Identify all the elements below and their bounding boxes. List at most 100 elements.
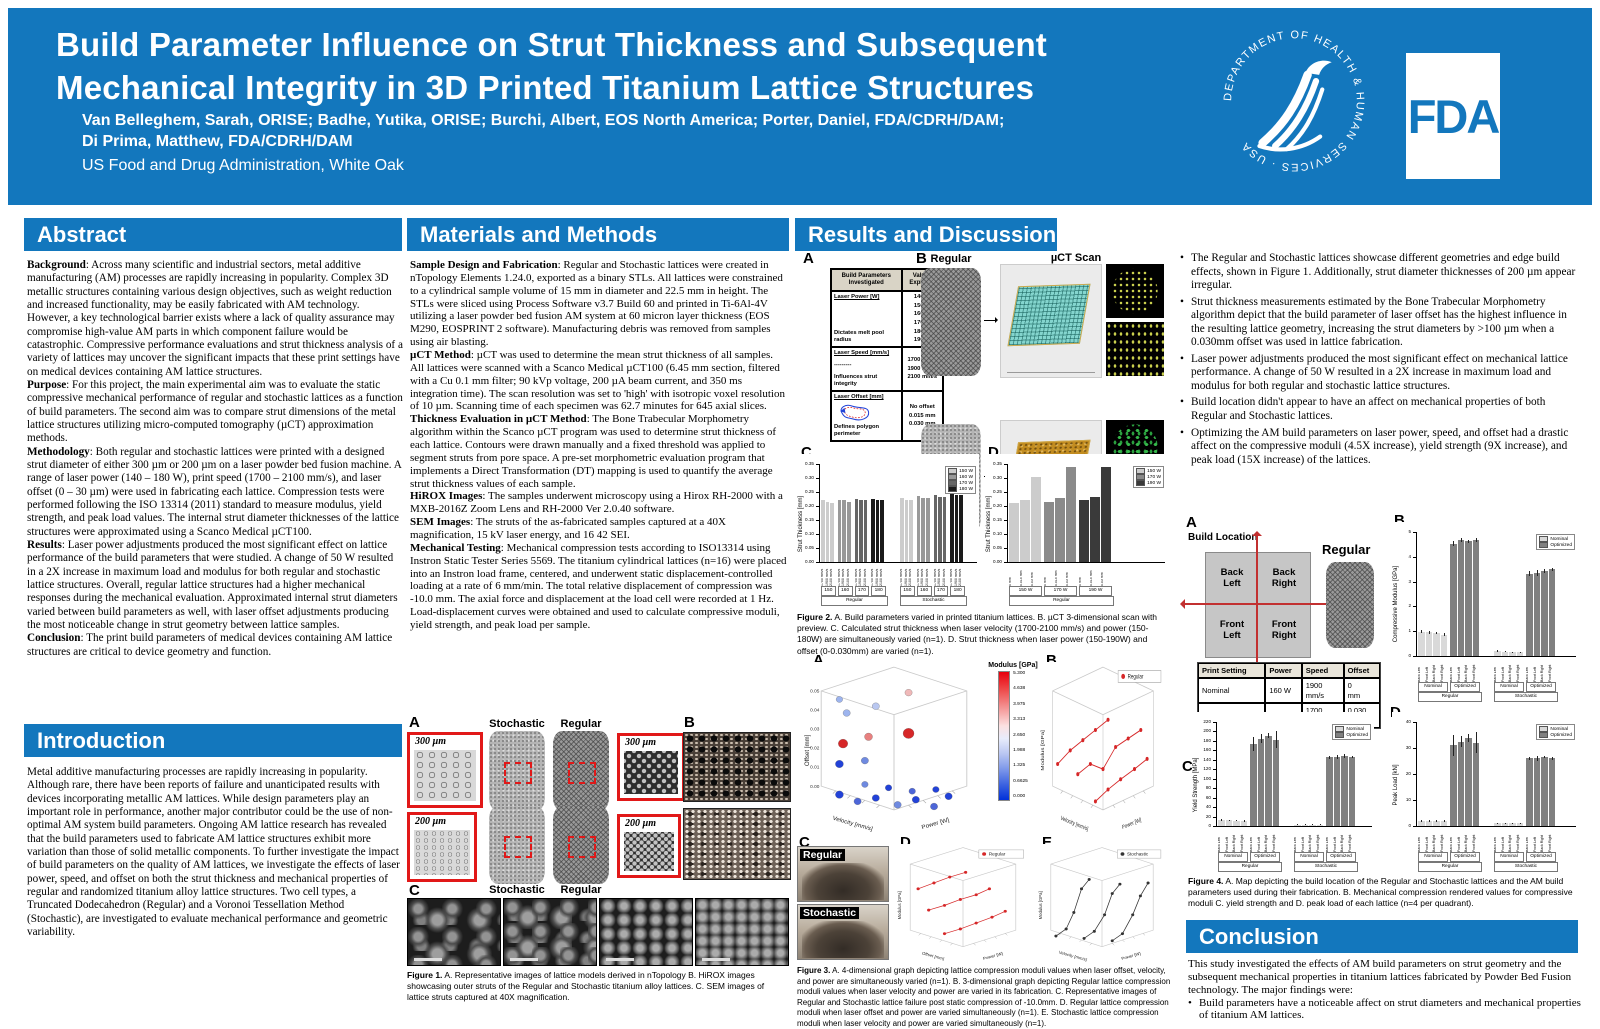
regular-lattice-texture bbox=[624, 751, 678, 794]
hhs-seal-logo: DEPARTMENT OF HEALTH & HUMAN SERVICES · … bbox=[1222, 29, 1364, 173]
y-tick-label: 0.20 bbox=[993, 503, 1002, 508]
bar bbox=[1240, 820, 1247, 826]
param-note: Defines polygon perimeter bbox=[834, 423, 880, 437]
legend-item: Optimized bbox=[1539, 542, 1572, 548]
legend-swatch bbox=[948, 468, 958, 474]
paragraph-lead: µCT Method bbox=[410, 349, 471, 362]
y-tick-label: 20 bbox=[1205, 813, 1211, 819]
print-cell-0-0: Nominal bbox=[1198, 678, 1266, 704]
y-tick-label: 0.35 bbox=[805, 461, 814, 466]
bar bbox=[1079, 500, 1089, 562]
figure4-regular-label: Regular bbox=[1322, 542, 1371, 557]
bar bbox=[1548, 567, 1555, 656]
y-tick-label: 160 bbox=[1203, 747, 1211, 753]
bar bbox=[871, 499, 875, 562]
group-180 W: 1700 mm/s1900 mm/s2100 mm/s180 W bbox=[950, 464, 965, 596]
figure1-hirox-stochastic-photo bbox=[683, 808, 791, 880]
colorbar-tick-6: 1.325 bbox=[1013, 763, 1026, 769]
figure3-plot-a-4d-scatter: 0.05 0.04 0.03 0.02 0.01 0.00 Offset [mm] Veloc… bbox=[803, 662, 985, 833]
bars-area bbox=[1450, 722, 1480, 826]
bar-tick-label: Front Left bbox=[1533, 837, 1537, 852]
bar bbox=[1516, 651, 1523, 656]
figure2-label-b: B bbox=[916, 250, 927, 267]
bar-labels-row: 1700 mm/s 1900 mm/s 2100 mm/s bbox=[838, 562, 853, 586]
y-tick-mark bbox=[816, 464, 819, 465]
error-bar bbox=[1512, 651, 1514, 653]
y-tick-mark bbox=[1413, 656, 1416, 657]
y-tick-label: 0.05 bbox=[805, 545, 814, 550]
figure4-chart-c-yield-strength: Yield Strength [MPa] 0 20 40 60 80 100 120 140 16… bbox=[1192, 712, 1374, 872]
table-header-0: Build Parameters Investigated bbox=[831, 269, 902, 291]
error-bar bbox=[1551, 567, 1553, 571]
bar bbox=[933, 494, 938, 562]
bar bbox=[1526, 757, 1533, 826]
conclusion-intro: This study investigated the effects of A… bbox=[1188, 958, 1572, 996]
figure1-stochastic-cylinder-200 bbox=[489, 806, 545, 884]
section-label-cell: Regular bbox=[1418, 862, 1482, 872]
bar-tick-label: Front Right bbox=[1348, 834, 1352, 852]
bar-labels-row: 0 mm 0.015 mm 0.03 mm bbox=[1009, 562, 1042, 586]
error-bar bbox=[1544, 755, 1546, 759]
group-label-cell: Nominal bbox=[1418, 682, 1448, 692]
y-tick-label: 120 bbox=[1203, 766, 1211, 772]
svg-text:Power [W]: Power [W] bbox=[921, 818, 950, 831]
bar-tick-label: Back Right bbox=[1433, 665, 1436, 682]
error-bar bbox=[1460, 537, 1462, 542]
svg-text:Stochastic: Stochastic bbox=[1127, 852, 1149, 857]
param-cell-1: Laser Speed [mm/s] --------- Influences st… bbox=[831, 347, 902, 391]
bar bbox=[942, 496, 947, 562]
introduction-title: Introduction bbox=[37, 728, 166, 753]
figure1-stochastic-cylinder-300 bbox=[489, 731, 545, 811]
y-tick-mark bbox=[816, 492, 819, 493]
bar bbox=[1494, 650, 1501, 656]
bar bbox=[1457, 736, 1464, 826]
bar bbox=[921, 497, 925, 562]
param-cell-0: Laser Power [W] Dictates melt pool radius bbox=[831, 291, 902, 347]
bar-tick-label: Back Right bbox=[1465, 835, 1468, 852]
figure1-label-c: C bbox=[409, 882, 420, 899]
figure1-hirox-regular-photo bbox=[683, 732, 791, 802]
bar-tick-label: 2100 mm/s bbox=[925, 568, 929, 586]
figure1-caption: Figure 1. A. Representative images of la… bbox=[407, 970, 787, 1004]
bar-tick-label: Front Right bbox=[1472, 664, 1476, 682]
svg-text:0.01: 0.01 bbox=[810, 765, 820, 770]
group-label-cell: Optimized bbox=[1250, 852, 1280, 862]
colorbar-tick-7: 0.6625 bbox=[1013, 778, 1028, 784]
poster-title-line1: Build Parameter Influence on Strut Thick… bbox=[56, 26, 1047, 63]
error-bar bbox=[1443, 820, 1445, 822]
group-150 W: 1700 mm/s1900 mm/s2100 mm/s150 W bbox=[821, 464, 836, 596]
bar bbox=[1440, 632, 1447, 656]
param-divider: --------- bbox=[834, 361, 852, 368]
bar-tick-label: 1900 mm/s bbox=[859, 568, 863, 586]
chart-legend: 150 W 170 W 190 W bbox=[1133, 466, 1164, 488]
x-axis-line bbox=[819, 562, 977, 563]
chart-section-Stochastic: Back Left Front Left Back Right Front Right… bbox=[1494, 722, 1558, 872]
bar-tick-label: Back Left bbox=[1450, 667, 1453, 682]
y-tick-label: 0.15 bbox=[805, 517, 814, 522]
y-tick-label: 0.05 bbox=[993, 545, 1002, 550]
bar-tick-label: 2100 mm/s bbox=[830, 568, 834, 586]
bar-labels-row: Back Left Front Left Back Right Front Right bbox=[1450, 656, 1480, 682]
error-bar bbox=[1329, 756, 1331, 759]
bars-area bbox=[1326, 722, 1356, 826]
y-tick-mark bbox=[816, 520, 819, 521]
bar-tick-label: 0 mm bbox=[1044, 577, 1047, 586]
group-150 W: 1700 mm/s1900 mm/s2100 mm/s150 W bbox=[900, 464, 915, 596]
x-axis-line bbox=[1416, 656, 1576, 657]
y-tick-mark bbox=[1213, 788, 1216, 790]
figure1-stochastic-label-top: Stochastic bbox=[489, 718, 545, 730]
bar-labels-row: 1700 mm/s 1900 mm/s 2100 mm/s bbox=[900, 562, 915, 586]
svg-text:Power [W]: Power [W] bbox=[1122, 817, 1143, 831]
build-map-horizontal-axis bbox=[1183, 603, 1331, 605]
bar bbox=[1433, 631, 1440, 656]
paragraph-lead: Results bbox=[27, 538, 62, 551]
group-170 W: 1700 mm/s1900 mm/s2100 mm/s170 W bbox=[933, 464, 949, 596]
y-tick-mark bbox=[1213, 731, 1216, 733]
bar-tick-label: Back Left bbox=[1494, 667, 1497, 682]
bars-area bbox=[1494, 532, 1524, 656]
arrow-up-icon bbox=[1252, 526, 1262, 536]
bar bbox=[1090, 497, 1100, 562]
